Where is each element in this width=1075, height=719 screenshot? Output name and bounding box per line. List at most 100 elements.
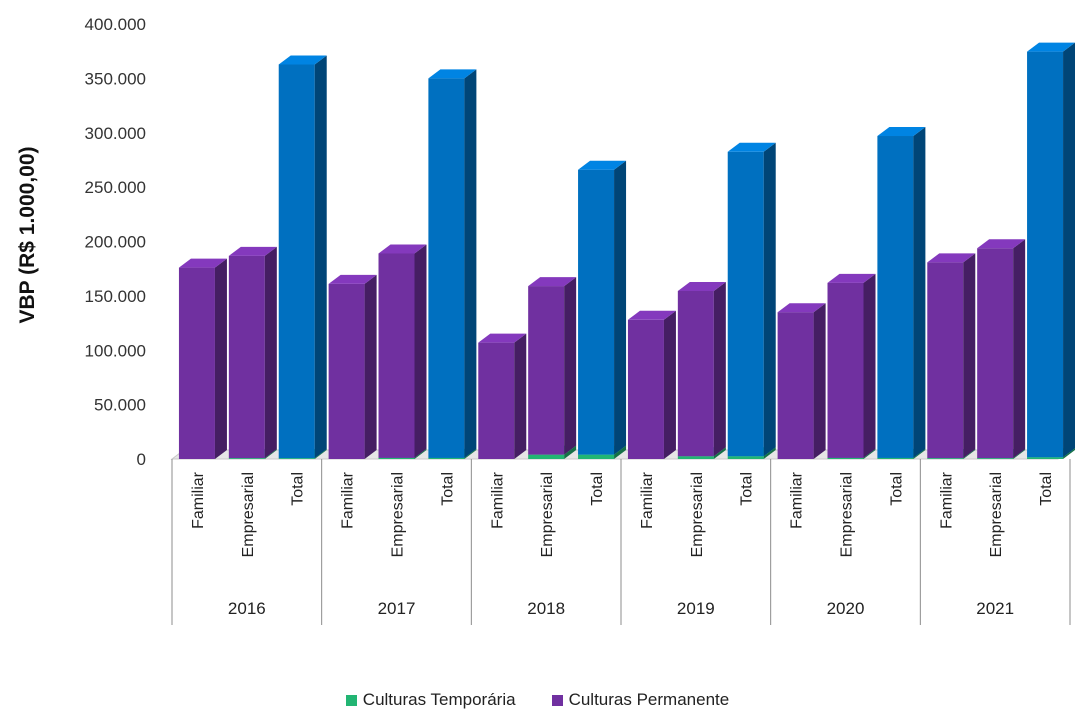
bar-segment-permanente — [827, 273, 876, 458]
category-label: Empresarial — [988, 472, 1005, 557]
bar-front — [528, 454, 565, 459]
category-label: Total — [290, 472, 307, 506]
year-label: 2018 — [527, 599, 565, 618]
bar-segment-permanente — [977, 239, 1026, 459]
bar-front — [777, 312, 814, 459]
bar-front — [1027, 457, 1064, 459]
category-label: Empresarial — [240, 472, 257, 557]
bar-front — [977, 458, 1014, 459]
year-label: 2017 — [378, 599, 416, 618]
bar-top — [877, 127, 926, 137]
bar-top — [278, 55, 327, 65]
y-tick-label: 50.000 — [94, 396, 146, 415]
bar-front — [228, 458, 265, 459]
bar-segment-permanente — [777, 303, 826, 459]
year-label: 2020 — [827, 599, 865, 618]
bar-side — [763, 142, 776, 457]
y-tick-label: 350.000 — [85, 69, 146, 88]
category-label: Total — [1038, 472, 1055, 506]
bar-side — [464, 69, 477, 458]
bar-top — [1027, 42, 1075, 52]
bar-segment-permanente — [228, 246, 277, 459]
legend: Culturas Temporária Culturas Permanente — [0, 690, 1075, 710]
bar-front — [328, 283, 365, 459]
bar-segment-permanente — [627, 310, 676, 459]
bar-side — [564, 445, 577, 459]
category-label: Familiar — [340, 471, 357, 529]
bar-front — [228, 255, 265, 459]
bar-side — [264, 246, 277, 459]
category-label: Empresarial — [390, 472, 407, 557]
category-label: Total — [589, 472, 606, 506]
bar-front — [827, 457, 864, 459]
category-label: Total — [439, 472, 456, 506]
bar-total — [727, 142, 776, 457]
bar-top — [627, 310, 676, 320]
bar-side — [464, 448, 477, 459]
year-label: 2021 — [976, 599, 1014, 618]
bar-top — [927, 253, 976, 263]
y-tick-label: 150.000 — [85, 287, 146, 306]
category-label: Familiar — [938, 471, 955, 529]
bar-top — [578, 160, 627, 170]
bar-side — [314, 55, 327, 459]
legend-swatch-permanente — [551, 694, 563, 706]
axis-labels: 0 50.000 100.000 150.000 200.000 250.000 300.0… — [85, 15, 1056, 618]
bar-side — [314, 449, 327, 459]
bar-front — [428, 78, 465, 458]
legend-item-temporaria: Culturas Temporária — [345, 690, 516, 710]
bar-total — [578, 160, 627, 455]
bar-top — [528, 277, 577, 287]
bar-front — [178, 267, 215, 459]
bar-side — [863, 273, 876, 458]
bar-front — [677, 456, 714, 459]
bar-side — [1013, 239, 1026, 459]
category-label: Empresarial — [689, 472, 706, 557]
bar-segment-permanente — [378, 244, 427, 458]
y-tick-label: 100.000 — [85, 341, 146, 360]
bar-front — [378, 253, 415, 458]
y-tick-label: 0 — [137, 450, 146, 469]
bar-total — [1027, 42, 1075, 458]
legend-item-permanente: Culturas Permanente — [551, 690, 729, 710]
bar-side — [564, 277, 577, 455]
bar-front — [278, 458, 315, 459]
bar-front — [877, 457, 914, 459]
legend-swatch-temporaria — [345, 694, 357, 706]
bar-side — [913, 127, 926, 458]
bar-top — [228, 246, 277, 256]
category-label: Empresarial — [839, 472, 856, 557]
y-tick-label: 200.000 — [85, 233, 146, 252]
category-label: Familiar — [190, 471, 207, 529]
y-tick-label: 400.000 — [85, 15, 146, 34]
bar-side — [963, 253, 976, 459]
year-label: 2016 — [228, 599, 266, 618]
bar-side — [1063, 448, 1075, 459]
bar-front — [478, 342, 515, 459]
bar-side — [414, 448, 427, 459]
bar-side — [663, 310, 676, 459]
bar-side — [214, 258, 227, 459]
bar-front — [827, 282, 864, 458]
bar-side — [1013, 449, 1026, 459]
bar-front — [877, 136, 914, 458]
bar-side — [863, 448, 876, 459]
bar-top — [827, 273, 876, 283]
bar-front — [1027, 51, 1064, 458]
bar-front — [627, 319, 664, 459]
bar-segment-permanente — [927, 253, 976, 459]
bar-side — [963, 449, 976, 459]
category-label: Familiar — [789, 471, 806, 529]
category-label: Total — [888, 472, 905, 506]
bar-top — [178, 258, 227, 268]
bar-side — [264, 449, 277, 459]
y-tick-label: 300.000 — [85, 124, 146, 143]
legend-label-temporaria: Culturas Temporária — [362, 690, 516, 709]
bar-front — [428, 457, 465, 459]
year-label: 2019 — [677, 599, 715, 618]
bar-segment-permanente — [178, 258, 227, 459]
bar-front — [528, 286, 565, 455]
bar-top — [378, 244, 427, 254]
bar-top — [977, 239, 1026, 249]
